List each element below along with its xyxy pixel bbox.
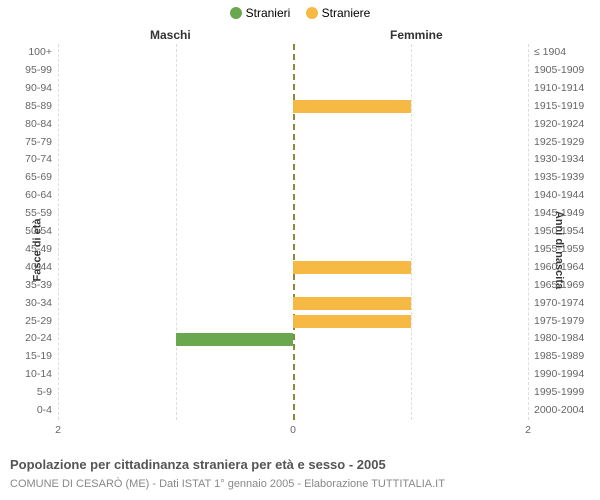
- birth-year-label: 1905-1909: [534, 62, 596, 80]
- legend-dot-male: [230, 7, 242, 19]
- birth-year-label: 1930-1934: [534, 151, 596, 169]
- age-row: 45-491955-1959: [58, 241, 528, 259]
- birth-year-label: 1970-1974: [534, 295, 596, 313]
- age-row: 70-741930-1934: [58, 151, 528, 169]
- bar-female: [293, 297, 411, 310]
- age-row: 75-791925-1929: [58, 134, 528, 152]
- age-label: 45-49: [8, 241, 52, 259]
- chart-source: COMUNE DI CESARÒ (ME) - Dati ISTAT 1° ge…: [10, 478, 445, 490]
- birth-year-label: 1995-1999: [534, 384, 596, 402]
- birth-year-label: 2000-2004: [534, 402, 596, 420]
- age-row: 50-541950-1954: [58, 223, 528, 241]
- age-label: 10-14: [8, 366, 52, 384]
- age-label: 0-4: [8, 402, 52, 420]
- birth-year-label: 1940-1944: [534, 187, 596, 205]
- chart-title: Popolazione per cittadinanza straniera p…: [10, 457, 386, 472]
- age-label: 25-29: [8, 313, 52, 331]
- age-row: 90-941910-1914: [58, 80, 528, 98]
- age-label: 30-34: [8, 295, 52, 313]
- age-label: 80-84: [8, 116, 52, 134]
- age-row: 60-641940-1944: [58, 187, 528, 205]
- age-row: 20-241980-1984: [58, 330, 528, 348]
- birth-year-label: 1985-1989: [534, 348, 596, 366]
- bar-female: [293, 261, 411, 274]
- birth-year-label: 1990-1994: [534, 366, 596, 384]
- age-label: 100+: [8, 44, 52, 62]
- age-row: 40-441960-1964: [58, 259, 528, 277]
- age-row: 5-91995-1999: [58, 384, 528, 402]
- age-row: 55-591945-1949: [58, 205, 528, 223]
- age-label: 20-24: [8, 330, 52, 348]
- age-row: 10-141990-1994: [58, 366, 528, 384]
- birth-year-label: 1955-1959: [534, 241, 596, 259]
- age-row: 25-291975-1979: [58, 313, 528, 331]
- legend-label-female: Straniere: [322, 6, 371, 20]
- bar-female: [293, 315, 411, 328]
- birth-year-label: 1965-1969: [534, 277, 596, 295]
- age-label: 90-94: [8, 80, 52, 98]
- legend-label-male: Stranieri: [246, 6, 291, 20]
- x-gridline: [528, 44, 529, 420]
- age-label: 50-54: [8, 223, 52, 241]
- column-header-female: Femmine: [390, 28, 443, 42]
- age-label: 5-9: [8, 384, 52, 402]
- birth-year-label: ≤ 1904: [534, 44, 596, 62]
- birth-year-label: 1935-1939: [534, 169, 596, 187]
- age-label: 15-19: [8, 348, 52, 366]
- age-row: 85-891915-1919: [58, 98, 528, 116]
- age-row: 15-191985-1989: [58, 348, 528, 366]
- age-label: 85-89: [8, 98, 52, 116]
- population-pyramid-chart: Stranieri Straniere Maschi Femmine Fasce…: [0, 0, 600, 500]
- age-label: 95-99: [8, 62, 52, 80]
- x-tick-label: 2: [55, 424, 61, 436]
- age-row: 30-341970-1974: [58, 295, 528, 313]
- birth-year-label: 1975-1979: [534, 313, 596, 331]
- birth-year-label: 1950-1954: [534, 223, 596, 241]
- birth-year-label: 1925-1929: [534, 134, 596, 152]
- age-label: 60-64: [8, 187, 52, 205]
- birth-year-label: 1980-1984: [534, 330, 596, 348]
- legend-item-male: Stranieri: [230, 6, 291, 20]
- plot-area: 100+≤ 190495-991905-190990-941910-191485…: [58, 44, 528, 420]
- age-row: 65-691935-1939: [58, 169, 528, 187]
- x-tick-label: 2: [525, 424, 531, 436]
- age-row: 95-991905-1909: [58, 62, 528, 80]
- birth-year-label: 1915-1919: [534, 98, 596, 116]
- age-label: 75-79: [8, 134, 52, 152]
- age-row: 100+≤ 1904: [58, 44, 528, 62]
- age-row: 35-391965-1969: [58, 277, 528, 295]
- age-label: 40-44: [8, 259, 52, 277]
- bar-male: [176, 333, 294, 346]
- birth-year-label: 1920-1924: [534, 116, 596, 134]
- x-tick-label: 0: [290, 424, 296, 436]
- legend: Stranieri Straniere: [0, 6, 600, 22]
- bar-female: [293, 100, 411, 113]
- age-label: 35-39: [8, 277, 52, 295]
- age-row: 0-42000-2004: [58, 402, 528, 420]
- age-label: 55-59: [8, 205, 52, 223]
- birth-year-label: 1945-1949: [534, 205, 596, 223]
- birth-year-label: 1960-1964: [534, 259, 596, 277]
- legend-item-female: Straniere: [306, 6, 371, 20]
- column-header-male: Maschi: [150, 28, 191, 42]
- legend-dot-female: [306, 7, 318, 19]
- age-label: 65-69: [8, 169, 52, 187]
- age-label: 70-74: [8, 151, 52, 169]
- birth-year-label: 1910-1914: [534, 80, 596, 98]
- age-row: 80-841920-1924: [58, 116, 528, 134]
